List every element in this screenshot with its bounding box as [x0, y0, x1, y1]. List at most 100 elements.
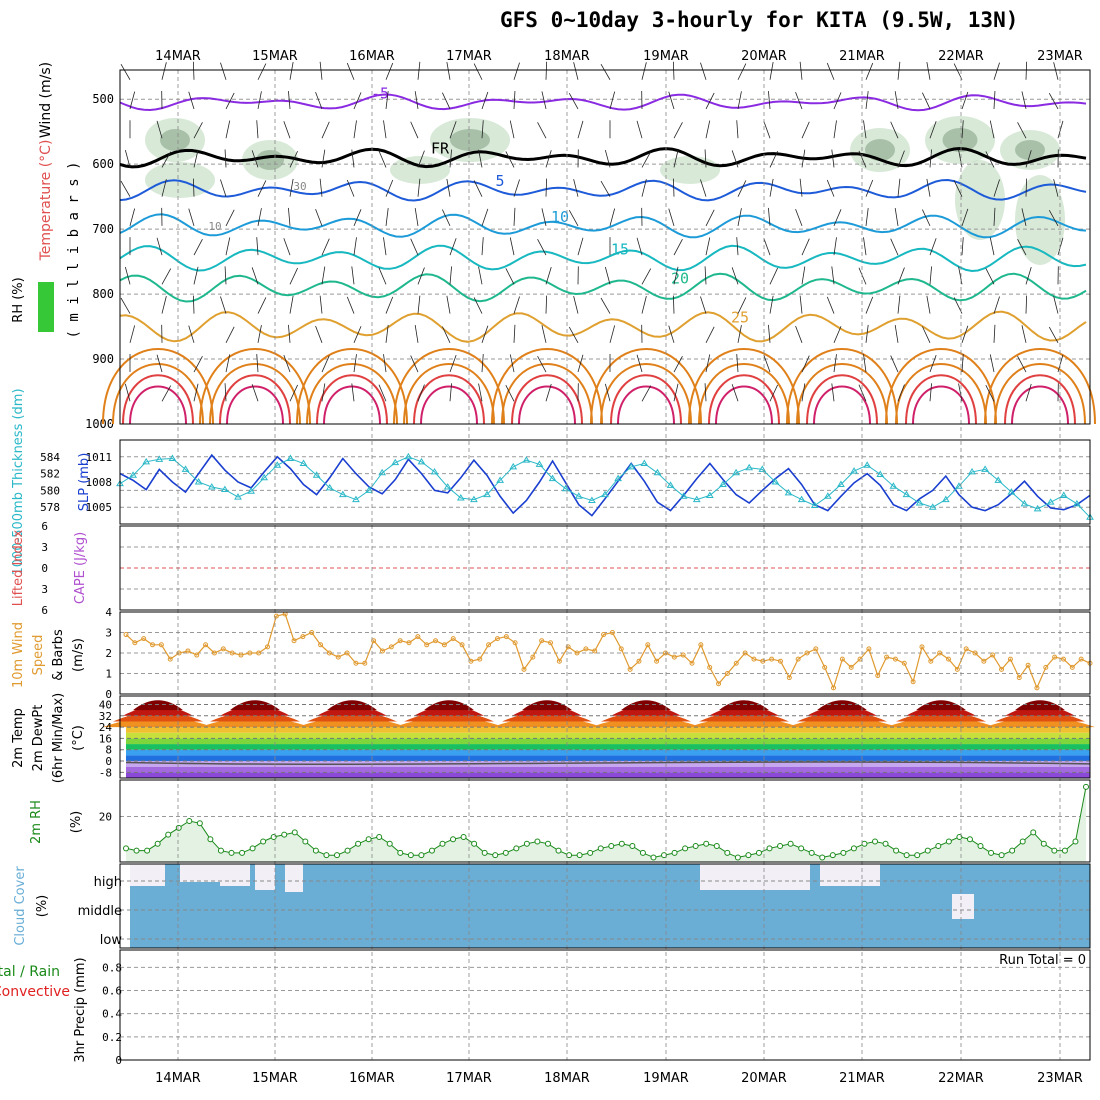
ylabel-total-rain: Total / Rain: [0, 964, 60, 980]
temperature-contour: [119, 146, 1087, 169]
wind-speed-point: [229, 650, 235, 656]
temp-color-band: [126, 761, 1090, 767]
wind-barb: [604, 383, 611, 402]
wind-barb: [481, 120, 484, 139]
wind-barb: [417, 150, 425, 168]
wind-barb: [541, 325, 547, 343]
wind-barb: [801, 238, 810, 256]
wind-barb: [156, 237, 163, 256]
wind-barb: [801, 383, 806, 402]
wind-speed-point: [185, 648, 191, 654]
wind-barb: [568, 209, 579, 227]
wind-barb: [894, 324, 899, 343]
contour-label: 15: [611, 240, 629, 258]
wind-speed-point: [1007, 656, 1013, 662]
wind-barb: [161, 179, 167, 197]
pressure-tick-label: 700: [92, 222, 114, 236]
wind-barb: [346, 62, 355, 80]
temp-tick-label: 24: [99, 721, 113, 734]
rh-point: [502, 849, 509, 856]
rh-point: [471, 840, 478, 847]
pressure-tick-label: 600: [92, 157, 114, 171]
rh-point: [998, 852, 1005, 859]
wind-speed-point: [238, 652, 244, 658]
ylabel-3hr-precip: 3hr Precip (mm): [73, 957, 88, 1062]
wind-barb: [321, 383, 326, 402]
boundary-temp-contour: [617, 385, 675, 425]
thickness-point: [273, 461, 282, 468]
ylabel-2m-dewpt: 2m DewPt: [31, 705, 46, 772]
rh-point: [808, 849, 815, 856]
rh-point: [597, 845, 604, 852]
wind-barb: [609, 91, 616, 110]
wind-speed-point: [441, 642, 447, 648]
wind-barb: [383, 354, 387, 373]
wind-barb: [801, 121, 810, 139]
wind-barb: [833, 326, 842, 343]
thickness-point: [142, 457, 151, 465]
rh-point: [217, 847, 224, 854]
wind-barb: [993, 207, 996, 226]
temp-tick-label: 0: [105, 755, 112, 768]
thickness-point: [352, 495, 360, 503]
wind-barb: [961, 208, 969, 227]
wind-barb: [768, 91, 771, 110]
wind-barb: [1053, 296, 1059, 314]
wind-speed-point: [530, 654, 536, 660]
wind-barb: [346, 179, 355, 197]
wind-barb: [768, 324, 771, 343]
wind-barb: [1048, 93, 1059, 110]
wind-barb: [417, 178, 421, 197]
rh-point: [175, 824, 182, 831]
boundary-temp-contour: [122, 374, 194, 425]
thickness-point: [679, 492, 688, 499]
ylabel-temp-units: (°C): [71, 725, 86, 751]
boundary-temp-contour: [518, 385, 576, 425]
wind-speed-point: [291, 638, 297, 644]
wind-speed-point: [839, 656, 845, 662]
rh-shade-dark: [256, 150, 284, 170]
wind-barb: [225, 237, 231, 256]
wind-barb: [704, 149, 707, 168]
wind-barb: [993, 296, 1000, 314]
wind-barb: [120, 180, 131, 197]
boundary-temp-contour: [590, 348, 702, 425]
cape-tick-label: 6: [41, 604, 48, 617]
wind-barb: [922, 209, 931, 227]
wind-barb: [636, 237, 643, 256]
wind-tick-label: 2: [105, 647, 112, 660]
wind-speed-point: [318, 642, 324, 648]
boundary-temp-contour: [199, 348, 311, 425]
rh-point: [935, 843, 942, 850]
wind-barb: [897, 150, 905, 168]
wind-barb: [385, 296, 394, 314]
wind-barb: [636, 120, 643, 139]
wind-barb: [673, 383, 679, 402]
boundary-temp-contour: [715, 385, 773, 425]
wind-barb: [926, 295, 931, 314]
wind-barb: [378, 267, 387, 285]
wind-barb: [961, 91, 969, 110]
wind-speed-point: [786, 675, 792, 681]
wind-barb: [769, 61, 774, 80]
wind-barb: [346, 296, 355, 314]
wind-barb: [449, 121, 457, 139]
boundary-temp-contour: [912, 385, 970, 425]
wind-barb: [573, 179, 579, 197]
wind-speed-line: [125, 613, 1091, 690]
wind-barb: [161, 268, 172, 285]
rh-point: [861, 840, 868, 847]
thickness-point: [719, 480, 727, 488]
cloud-gap: [285, 864, 303, 892]
wind-barb: [442, 209, 451, 227]
wind-barb: [545, 295, 548, 314]
ylabel-thickness: 1000-500mb Thickness (dm): [11, 388, 26, 575]
ylabel-slp: SLP (mb): [77, 453, 92, 512]
wind-barb: [890, 121, 899, 139]
wind-barb: [795, 208, 803, 227]
wind-barb: [224, 149, 227, 168]
cloud-gap: [130, 864, 165, 886]
upper-air-panel: [119, 69, 1091, 425]
wind-barb: [604, 266, 611, 285]
rh-shade: [242, 140, 298, 180]
